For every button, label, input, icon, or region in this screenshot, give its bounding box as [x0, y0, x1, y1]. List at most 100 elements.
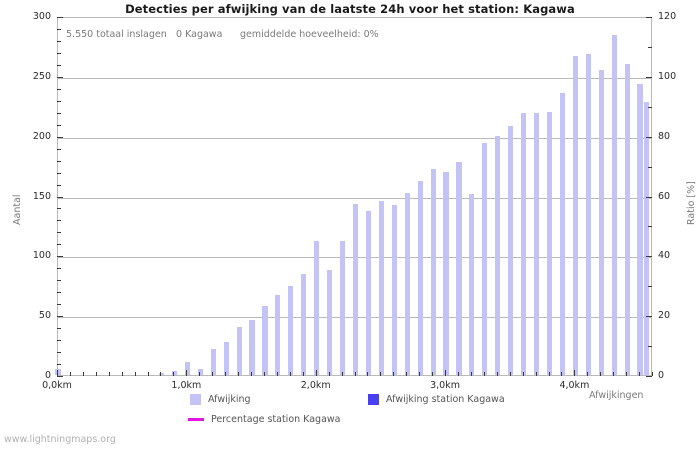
x-tick	[457, 372, 459, 376]
x-tick-label: 1,0km	[171, 380, 202, 391]
x-tick	[561, 372, 563, 376]
x-tick	[57, 370, 58, 376]
bar	[534, 112, 540, 375]
y-tick-label-right: 120	[658, 11, 677, 22]
gridline	[58, 137, 651, 139]
y-tick-right	[646, 136, 652, 138]
x-tick	[367, 372, 369, 376]
x-tick	[276, 372, 278, 376]
y-tick-label-left: 200	[32, 130, 51, 142]
bar	[430, 169, 436, 375]
y-tick-left	[57, 40, 61, 42]
x-tick	[380, 372, 382, 376]
y-tick-left	[57, 244, 61, 246]
x-tick-label: 4,0km	[559, 380, 590, 391]
bar	[339, 240, 346, 375]
bar	[456, 162, 462, 375]
y-tick-right	[648, 106, 652, 108]
watermark: www.lightningmaps.org	[4, 434, 116, 445]
bar-series-afwijking	[55, 18, 651, 375]
bar	[404, 193, 410, 375]
x-tick	[406, 372, 408, 376]
bar	[624, 63, 630, 375]
bar	[572, 55, 578, 375]
x-tick-label: 3,0km	[430, 380, 460, 391]
y-tick-left	[57, 100, 61, 102]
bar	[55, 369, 61, 375]
x-tick	[600, 372, 602, 376]
bar	[378, 201, 384, 375]
x-tick	[432, 372, 434, 376]
x-tick	[147, 372, 149, 376]
y-tick-left	[57, 112, 61, 114]
x-tick	[445, 370, 447, 376]
legend-swatch-square-icon	[190, 394, 201, 405]
y-tick-left	[57, 160, 61, 162]
bar	[495, 135, 501, 375]
y-tick-label-right: 80	[658, 130, 671, 142]
plot-area: 5.550 totaal inslagen 0 Kagawa gemiddeld…	[55, 17, 652, 376]
x-tick	[574, 370, 576, 376]
y-tick-right	[646, 17, 652, 18]
y-tick-right	[648, 346, 652, 348]
bar	[521, 112, 527, 375]
x-tick	[328, 372, 330, 376]
x-tick-label: 2,0km	[300, 380, 331, 391]
bar	[637, 84, 643, 375]
x-tick-label: 0,0km	[42, 380, 72, 391]
gridline	[58, 77, 651, 79]
chart-legend: Afwijking Afwijking station Kagawa Perce…	[0, 392, 700, 432]
y-tick-right	[646, 196, 652, 198]
legend-item-percentage-station: Percentage station Kagawa	[188, 414, 341, 425]
y-tick-left	[57, 232, 61, 234]
y-tick-right	[648, 46, 652, 48]
bar	[482, 142, 488, 375]
bar	[223, 341, 229, 375]
bar	[469, 194, 475, 375]
bar	[585, 54, 591, 375]
y-tick-left	[57, 172, 61, 174]
x-tick	[108, 372, 110, 376]
x-tick	[652, 372, 653, 376]
bar	[352, 203, 359, 375]
x-tick	[419, 372, 421, 376]
bar	[249, 319, 255, 375]
y-tick-right	[648, 226, 652, 228]
y-tick-left	[57, 88, 61, 90]
x-tick	[548, 372, 550, 376]
legend-swatch-line-icon	[188, 418, 204, 421]
legend-label: Afwijking	[208, 394, 251, 405]
bar	[236, 327, 242, 375]
annotation-average: gemiddelde hoeveelheid: 0%	[240, 29, 379, 40]
chart-title: Detecties per afwijking van de laatste 2…	[125, 2, 575, 16]
legend-label: Percentage station Kagawa	[211, 414, 341, 425]
x-tick	[160, 372, 162, 376]
y-tick-label-left: 300	[32, 11, 51, 22]
bar	[508, 126, 514, 375]
x-tick	[82, 372, 84, 376]
bar	[262, 305, 268, 375]
y-tick-right	[646, 76, 652, 78]
y-tick-left	[57, 268, 61, 270]
y-tick-right	[648, 286, 652, 288]
y-tick-left	[57, 352, 61, 354]
bar	[184, 361, 190, 375]
y-tick-left	[57, 280, 61, 282]
y-tick-left	[57, 17, 63, 18]
y-tick-label-right: 100	[658, 70, 677, 82]
x-tick	[341, 372, 343, 376]
x-tick	[483, 372, 485, 376]
x-tick	[289, 372, 291, 376]
x-tick	[69, 372, 71, 376]
y-tick-label-left: 0	[44, 370, 51, 381]
x-tick	[587, 372, 589, 376]
y-tick-left	[57, 220, 61, 222]
y-tick-label-right: 60	[658, 190, 671, 202]
annotation-total: 5.550 totaal inslagen	[66, 29, 167, 40]
bar	[210, 348, 216, 375]
x-tick	[470, 372, 472, 376]
bar	[391, 205, 397, 375]
bar	[611, 35, 617, 375]
bar	[417, 181, 423, 375]
bar	[288, 286, 294, 375]
